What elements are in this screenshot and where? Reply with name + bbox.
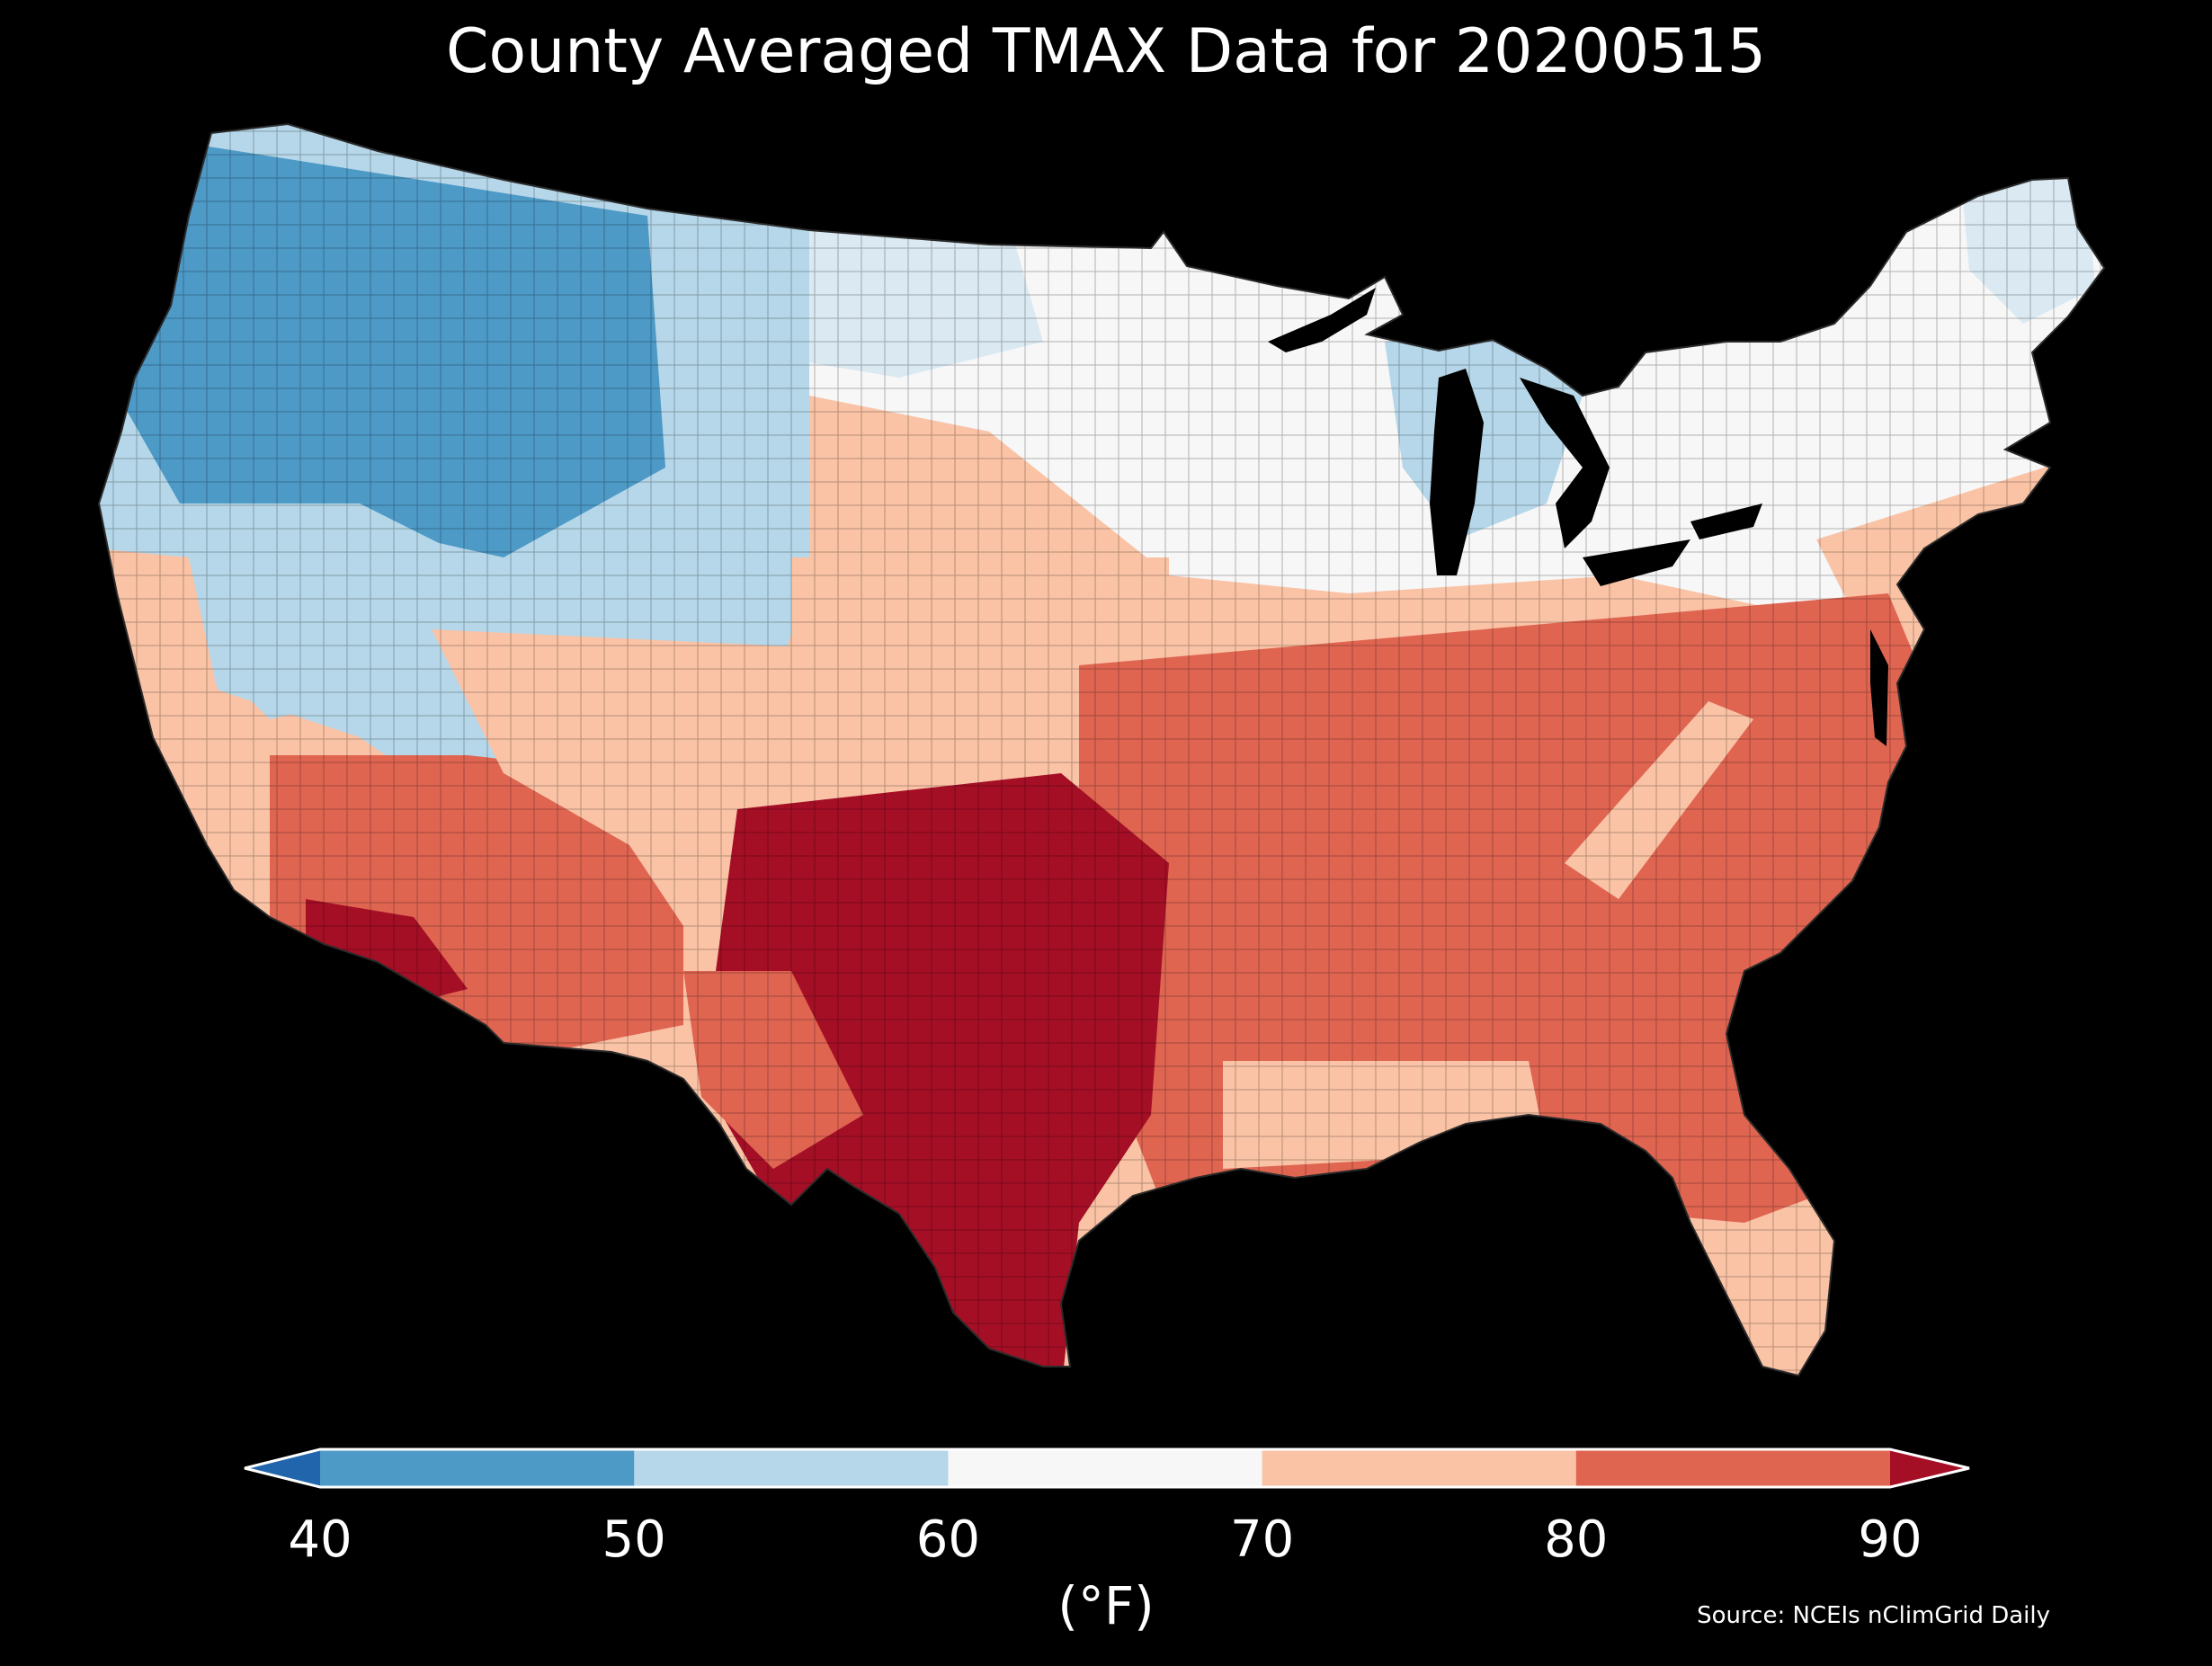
colorbar-tick-label: 70 <box>1229 1510 1295 1569</box>
lake-superior <box>1268 288 1376 352</box>
colorbar-extend-low <box>245 1449 320 1487</box>
source-credit: Source: NCEIs nClimGrid Daily <box>1697 1602 2050 1629</box>
great-lakes <box>1268 288 1888 746</box>
colorbar-tick-label: 80 <box>1544 1510 1609 1569</box>
colorbar-bin-50-60 <box>634 1449 949 1487</box>
colorbar-tick-label: 50 <box>602 1510 666 1569</box>
colorbar-units: (°F) <box>1057 1575 1155 1636</box>
lake-michigan <box>1430 369 1484 575</box>
lake-erie <box>1583 539 1690 586</box>
region-central-plains <box>791 557 1169 773</box>
region-northern-rockies <box>108 135 665 557</box>
colorbar-tick-label: 90 <box>1858 1510 1922 1569</box>
region-four-corners <box>432 629 827 953</box>
region-upper-plains-cool <box>755 216 1043 378</box>
lake-huron <box>1520 378 1610 548</box>
region-appalachians-mild <box>1565 701 1753 899</box>
region-great-basin-cool <box>162 503 468 719</box>
colorbar-bin-60-70 <box>948 1449 1263 1487</box>
colorbar-bin-80-90 <box>1575 1449 1891 1487</box>
chesapeake-bay <box>1870 629 1888 746</box>
colorbar-bin-70-80 <box>1262 1449 1577 1487</box>
region-maine-cool <box>1960 171 2095 324</box>
colorbar-tick-label: 60 <box>915 1510 981 1569</box>
colorbar-extend-high <box>1890 1449 1969 1487</box>
lake-ontario <box>1690 503 1762 539</box>
colorbar-tick-label: 40 <box>288 1510 352 1569</box>
map-title: County Averaged TMAX Data for 20200515 <box>446 16 1766 87</box>
colorbar-bin-40-50 <box>320 1449 635 1487</box>
region-south-texas-warm <box>683 971 863 1169</box>
